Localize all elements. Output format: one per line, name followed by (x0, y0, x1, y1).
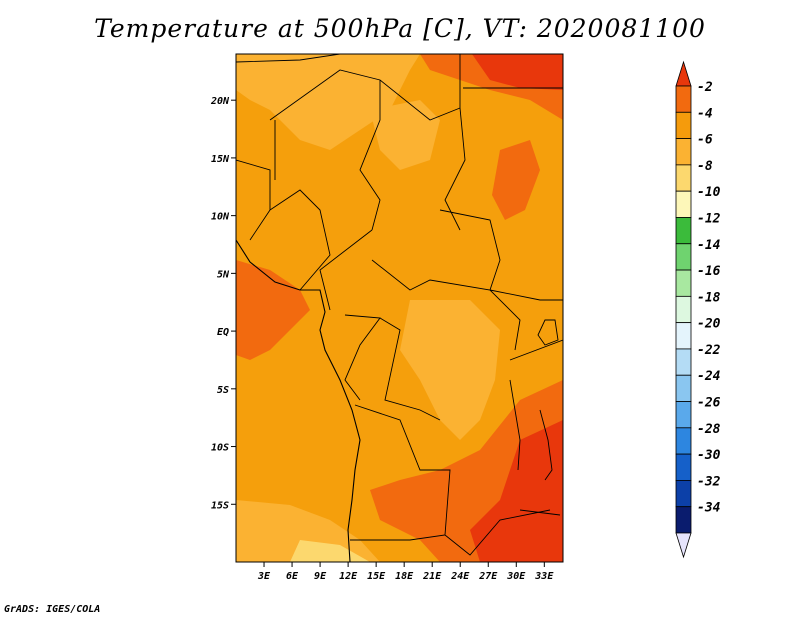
lon-tick-label: 18E (395, 571, 414, 582)
field-cool-region-south (236, 500, 380, 562)
colorbar-label: -16 (697, 264, 721, 279)
lon-tick-label: 21E (422, 571, 442, 582)
colorbar-label: -14 (697, 238, 721, 253)
lat-tick-label: 10N (211, 212, 230, 223)
map-title: Temperature at 500hPa [C], VT: 202008110… (94, 14, 706, 43)
lon-tick-label: 15E (367, 571, 386, 582)
credit-label: GrADS: IGES/COLA (4, 604, 101, 615)
colorbar-swatch (675, 480, 692, 508)
lon-tick-label: 27E (478, 571, 498, 582)
lat-tick-label: EQ (217, 327, 229, 338)
colorbar-swatch (675, 138, 692, 166)
colorbar-label: -22 (697, 343, 721, 358)
colorbar-label: -8 (697, 159, 713, 174)
colorbar-swatch (675, 243, 692, 271)
lon-tick-label: 12E (339, 571, 358, 582)
lon-tick-label: 30E (506, 571, 526, 582)
colorbar-swatch (675, 374, 692, 402)
colorbar-swatch (675, 164, 692, 192)
field-warmer-region-northeast (472, 54, 563, 90)
colorbar-swatch (675, 269, 692, 297)
colorbar-label: -6 (697, 133, 713, 148)
lon-tick-label: 3E (257, 571, 271, 582)
colorbar-swatch (675, 348, 692, 376)
field-cool-region-congo (400, 300, 500, 440)
colorbar-swatch (675, 427, 692, 455)
latitude-axis: 20N 15N 10N 5N EQ 5S 10S 15S (210, 96, 236, 511)
field-warmer-region-southeast (470, 420, 563, 562)
colorbar-label: -30 (697, 448, 721, 463)
colorbar-top-arrow (675, 60, 692, 87)
colorbar-swatch (675, 506, 692, 534)
colorbar-swatch (675, 401, 692, 429)
lon-tick-label: 24E (450, 571, 470, 582)
country-boundaries (236, 54, 563, 562)
lat-tick-label: 15S (211, 500, 229, 511)
lat-tick-label: 20N (210, 96, 230, 107)
temperature-field (236, 54, 563, 562)
colorbar-swatch (675, 85, 692, 113)
lat-tick-label: 5N (217, 269, 230, 280)
lat-tick-label: 10S (211, 443, 229, 454)
colorbar-label: -28 (697, 422, 721, 437)
colorbar-label: -2 (697, 80, 713, 95)
colorbar-swatch (675, 453, 692, 481)
colorbar-swatch (675, 217, 692, 245)
colorbar-label: -10 (697, 185, 721, 200)
colorbar: -2 -4 -6 -8 -10 -12 -14 -16 -18 -20 -22 -24 -26 -28 -3… (675, 60, 721, 559)
colorbar-label: -26 (697, 396, 721, 411)
colorbar-label: -18 (697, 290, 721, 305)
colorbar-label: -12 (697, 211, 721, 226)
colorbar-label: -32 (697, 474, 721, 489)
colorbar-label: -34 (697, 501, 721, 516)
colorbar-swatch (675, 111, 692, 139)
lat-tick-label: 5S (217, 385, 229, 396)
colorbar-bottom-arrow (675, 532, 692, 559)
colorbar-label: -4 (697, 106, 713, 121)
lon-tick-label: 9E (314, 571, 327, 582)
colorbar-swatch (675, 322, 692, 350)
longitude-axis: 3E 6E 9E 12E 15E 18E 21E 24E 27E 30E 33E (257, 562, 554, 582)
colorbar-label: -20 (697, 317, 721, 332)
field-warm-region-sudan (492, 140, 540, 220)
field-cool-region-north (236, 54, 420, 150)
lat-tick-label: 15N (211, 154, 230, 165)
colorbar-swatch (675, 295, 692, 324)
colorbar-label: -24 (697, 369, 721, 384)
colorbar-swatch (675, 190, 692, 218)
field-warm-region-guinea (236, 260, 310, 360)
lon-tick-label: 6E (286, 571, 299, 582)
lon-tick-label: 33E (534, 571, 554, 582)
field-cool-region-sahel (370, 100, 440, 170)
map-frame (235, 53, 564, 563)
